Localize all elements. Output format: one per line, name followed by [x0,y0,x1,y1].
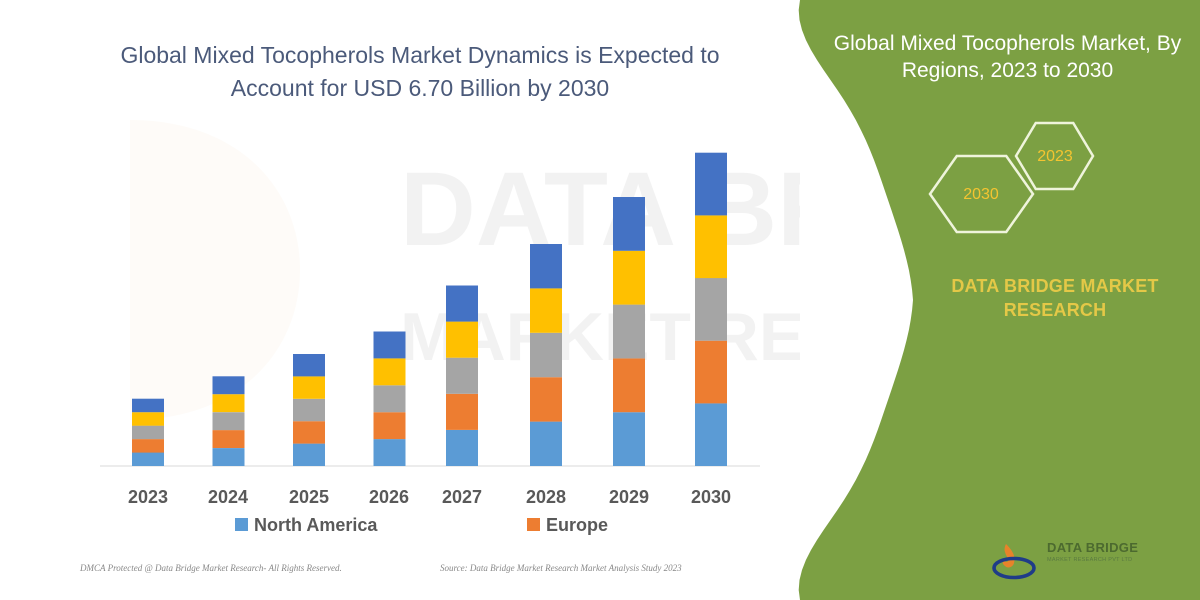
svg-text:2030: 2030 [963,186,999,203]
svg-text:2023: 2023 [1037,148,1073,165]
